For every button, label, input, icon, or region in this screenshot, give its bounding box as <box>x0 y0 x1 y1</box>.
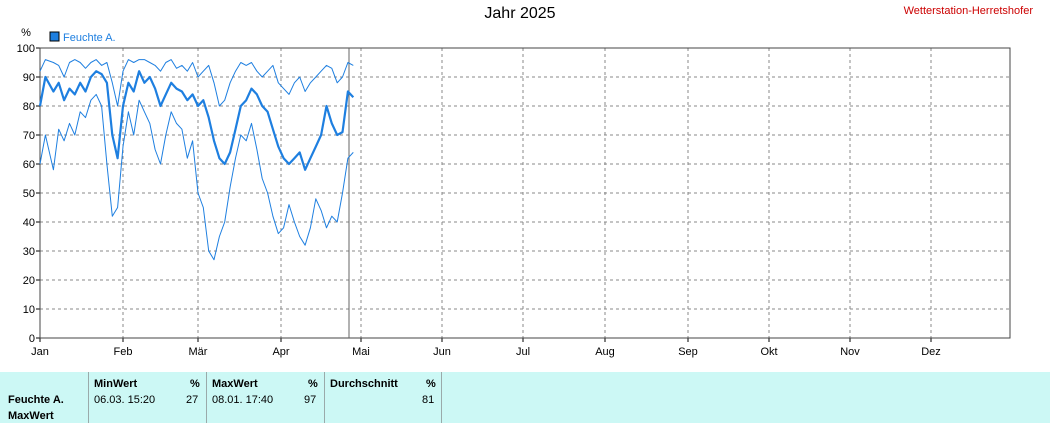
plot-area <box>40 48 1010 338</box>
x-tick-label: Okt <box>760 346 777 358</box>
x-tick-label: Apr <box>272 346 289 358</box>
x-tick-label: Jan <box>31 346 49 358</box>
row-label-kind: MaxWert <box>8 410 54 422</box>
avg-value: 81 <box>422 394 435 406</box>
max-header: MaxWert <box>212 378 258 390</box>
y-tick-label: 50 <box>23 188 35 200</box>
series-line-feuchte <box>38 70 355 171</box>
avg-header: Durchschnitt <box>330 378 398 390</box>
max-value: 97 <box>304 394 317 406</box>
x-tick-label: Jun <box>433 346 451 358</box>
y-tick-label: 60 <box>23 159 35 171</box>
col-separator <box>88 372 89 423</box>
y-tick-label: 80 <box>23 101 35 113</box>
col-separator <box>324 372 325 423</box>
y-axis-unit: % <box>21 27 31 39</box>
col-separator <box>441 372 442 423</box>
min-time: 06.03. 15:20 <box>94 394 156 406</box>
avg-unit: % <box>426 378 436 390</box>
x-tick-label: Mär <box>189 346 208 358</box>
x-tick-label: Aug <box>595 346 615 358</box>
y-tick-label: 70 <box>23 130 35 142</box>
legend-swatch <box>49 31 60 42</box>
station-name: Wetterstation-Herretshofer <box>903 5 1033 17</box>
y-tick-label: 30 <box>23 246 35 258</box>
x-tick-label: Jul <box>516 346 530 358</box>
max-unit: % <box>308 378 318 390</box>
col-separator <box>206 372 207 423</box>
x-tick-label: Dez <box>921 346 941 358</box>
x-tick-label: Mai <box>352 346 370 358</box>
y-tick-label: 40 <box>23 217 35 229</box>
legend-label: Feuchte A. <box>63 32 116 44</box>
max-time: 08.01. 17:40 <box>212 394 274 406</box>
min-value: 27 <box>186 394 199 406</box>
x-tick-label: Feb <box>114 346 133 358</box>
y-tick-label: 0 <box>29 333 35 345</box>
y-tick-label: 100 <box>17 43 35 55</box>
y-tick-label: 90 <box>23 72 35 84</box>
plot-frame <box>39 47 1011 339</box>
series-line-max <box>39 59 354 107</box>
chart-title: Jahr 2025 <box>484 5 556 22</box>
y-tick-label: 20 <box>23 275 35 287</box>
humidity-chart: 0 10 20 30 40 50 60 70 80 90 100% Jan Feb Mär Apr Mai Ju… <box>17 27 1011 358</box>
min-header: MinWert <box>94 378 138 390</box>
x-tick-label: Nov <box>840 346 860 358</box>
row-label-sensor: Feuchte A. <box>8 394 64 406</box>
stats-footer: Feuchte A. MaxWert MinWert % 06.03. 15:2… <box>0 372 1050 423</box>
x-tick-label: Sep <box>678 346 698 358</box>
y-tick-label: 10 <box>23 304 35 316</box>
min-unit: % <box>190 378 200 390</box>
series-line-min <box>39 93 354 261</box>
